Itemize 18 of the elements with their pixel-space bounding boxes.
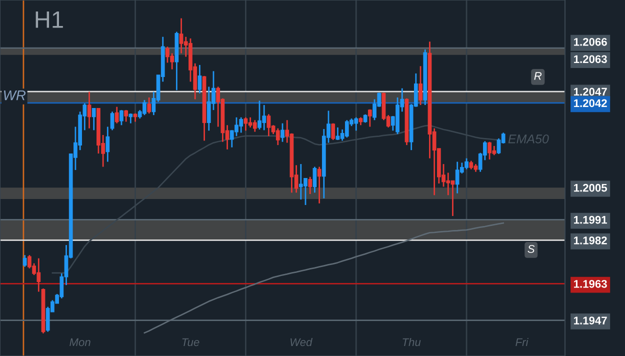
y-tick-label: 1.2042 [574,99,607,108]
y-tick-label: 1.2005 [574,184,608,192]
y-tick-label: 1.2047 [574,88,607,96]
x-tick-label: Mon [70,338,90,346]
text: S [528,245,535,253]
x-tick-label: Thu [402,338,421,346]
y-tick-label: 1.2063 [574,55,607,64]
ref-line-label: WR [4,90,26,100]
y-tick-label: 1.1991 [574,216,608,224]
y-tick-label: 1.1963 [574,280,607,288]
y-tick-label: 1.1982 [574,236,607,244]
x-tick-label: Tue [182,338,200,346]
x-tick-label: Fri [516,338,528,346]
y-tick-label: 1.2066 [574,38,607,46]
y-tick-label: 1.1947 [574,316,607,324]
text: R [534,72,542,80]
x-tick-label: Wed [290,338,313,346]
annotation: H1 [36,12,63,28]
